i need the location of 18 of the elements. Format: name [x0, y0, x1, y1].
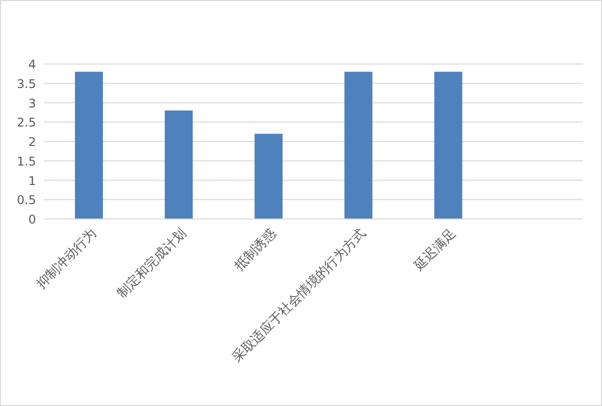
- y-tick-label: 4: [28, 58, 36, 72]
- y-tick-label: 3.5: [16, 76, 36, 91]
- bar: [344, 72, 372, 219]
- y-tick-label: 1: [28, 174, 36, 188]
- y-tick-label: 0.5: [16, 193, 36, 208]
- x-tick-label: 抵制诱惑: [231, 226, 280, 274]
- y-tick-label: 2.5: [16, 116, 36, 130]
- bar: [434, 72, 462, 219]
- bar: [254, 134, 283, 219]
- x-tick-label: 延迟满足: [410, 226, 460, 274]
- y-tick-label: 0: [28, 212, 36, 226]
- y-tick-label: 2: [28, 135, 36, 149]
- bar: [74, 72, 103, 219]
- y-tick-label: 3: [28, 96, 36, 110]
- bar: [164, 110, 193, 219]
- x-tick-label: 制定和完成计划: [114, 226, 190, 302]
- x-tick-label: 抑制冲动行为: [34, 226, 100, 292]
- y-tick-label: 1.5: [16, 154, 36, 168]
